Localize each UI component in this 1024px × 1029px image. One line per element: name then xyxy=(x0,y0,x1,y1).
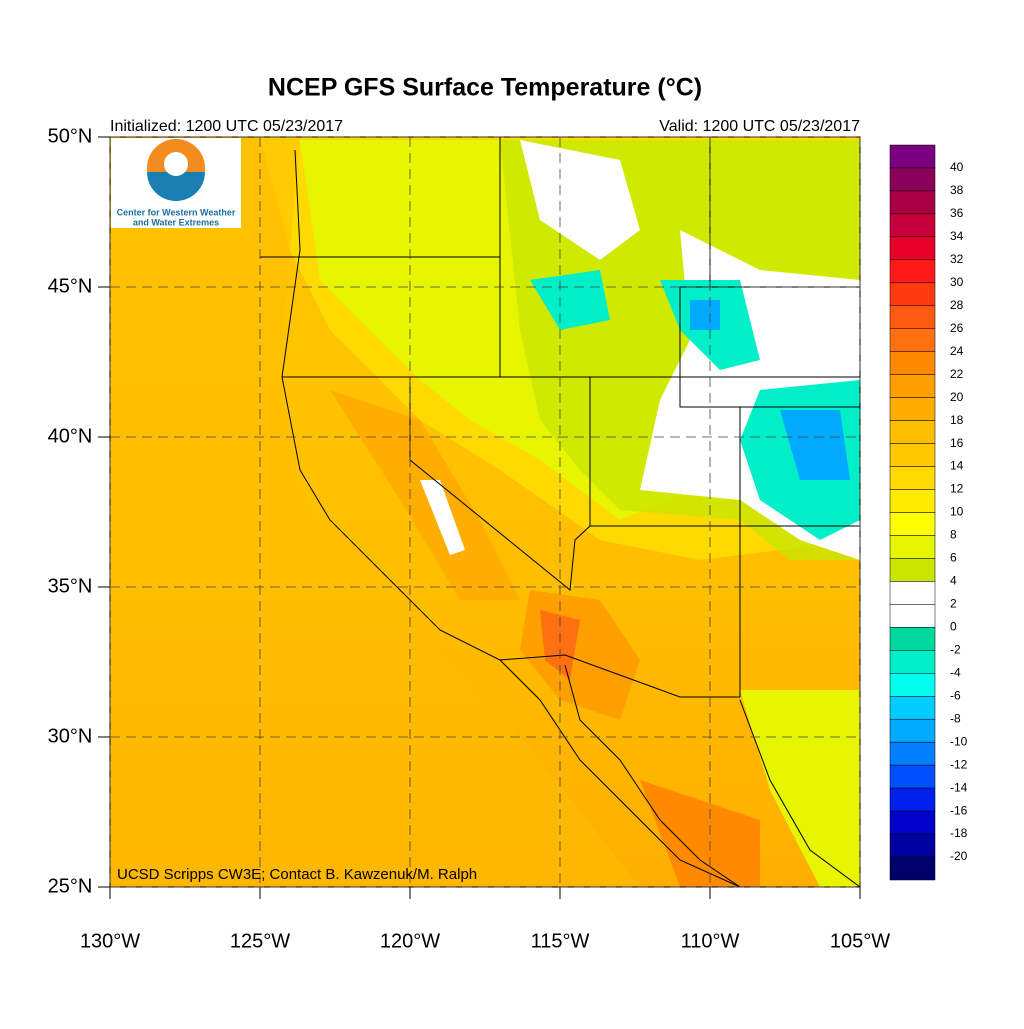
y-tick-label: 40°N xyxy=(48,425,93,447)
color-box xyxy=(889,856,936,881)
colorbar-label: 8 xyxy=(950,528,957,542)
colorbar-label: 12 xyxy=(950,482,964,496)
valid: Valid: 1200 UTC 05/23/2017 xyxy=(659,118,860,135)
color-box xyxy=(889,650,936,674)
color-box xyxy=(889,466,936,490)
x-tick-label: 130°W xyxy=(80,930,140,952)
title: NCEP GFS Surface Temperature (°C) xyxy=(268,74,702,102)
colorbar-label: -20 xyxy=(950,849,968,863)
colorbar-label: 20 xyxy=(950,390,964,404)
color-box xyxy=(889,351,936,375)
colorbar-label: -12 xyxy=(950,757,968,771)
credit: UCSD Scripps CW3E; Contact B. Kawzenuk/M… xyxy=(117,866,477,883)
x-tick-label: 115°W xyxy=(531,930,590,952)
graticule: 130°W 125°W 120°W 115°W 110°W 105°W 50°N 45°N 40… xyxy=(48,125,891,952)
colorbar-label: 6 xyxy=(950,551,957,565)
color-box xyxy=(889,282,936,307)
color-box xyxy=(889,581,936,605)
logo-text: and Water Extremes xyxy=(133,217,219,227)
color-box xyxy=(889,833,936,858)
colorbar-label: 32 xyxy=(950,252,964,266)
color-box xyxy=(889,236,936,261)
colorbar-label: -2 xyxy=(950,642,961,656)
color-box xyxy=(889,673,936,697)
color-box xyxy=(889,535,936,559)
y-tick-label: 35°N xyxy=(48,575,93,597)
color-box xyxy=(889,374,936,398)
y-tick-label: 25°N xyxy=(48,875,93,897)
color-box xyxy=(889,420,936,444)
color-box xyxy=(889,328,936,352)
color-box xyxy=(889,741,936,766)
x-tick-label: 105°W xyxy=(830,930,890,952)
color-box xyxy=(889,764,936,789)
colorbar-label: -6 xyxy=(950,688,961,702)
colorbar-label: 14 xyxy=(950,459,964,473)
color-box xyxy=(889,696,936,720)
colorbar-label: 26 xyxy=(950,321,964,335)
colorbar-label: 0 xyxy=(950,620,957,634)
color-box xyxy=(889,604,936,628)
colorbar-label: -8 xyxy=(950,711,961,725)
colorbar-label: 22 xyxy=(950,367,964,381)
color-box xyxy=(889,397,936,421)
colorbar-label: 2 xyxy=(950,597,957,611)
y-tick-label: 50°N xyxy=(48,125,93,147)
colorbar-label: -18 xyxy=(950,826,968,840)
color-box xyxy=(889,512,936,536)
color-box xyxy=(889,443,936,467)
colorbar-label: 34 xyxy=(950,229,964,243)
boundaries xyxy=(260,137,860,887)
color-box xyxy=(889,213,936,238)
x-tick-label: 110°W xyxy=(681,930,740,952)
y-tick-label: 45°N xyxy=(48,275,93,297)
color-box xyxy=(889,144,936,169)
colorbar-label: 24 xyxy=(950,344,964,358)
colorbar-label: -16 xyxy=(950,803,968,817)
colorbar-label: -10 xyxy=(950,734,968,748)
color-box xyxy=(889,810,936,835)
colorbar-label: 36 xyxy=(950,206,964,220)
colorbar-label: -14 xyxy=(950,780,968,794)
colorbar-label: 30 xyxy=(950,275,964,289)
logo-text: Center for Western Weather xyxy=(117,207,236,217)
color-box xyxy=(889,558,936,582)
colorbar-label: 16 xyxy=(950,436,964,450)
initialized: Initialized: 1200 UTC 05/23/2017 xyxy=(110,118,343,135)
colorbar-label: 10 xyxy=(950,505,964,519)
colorbar-label: 40 xyxy=(950,160,964,174)
color-box xyxy=(889,259,936,284)
color-box xyxy=(889,305,936,329)
colorbar: 4038363432302826242220181614121086420-2-… xyxy=(889,144,968,881)
y-tick-label: 30°N xyxy=(48,725,93,747)
color-box xyxy=(889,489,936,513)
colorbar-label: 38 xyxy=(950,183,964,197)
color-box xyxy=(889,627,936,651)
logo: Center for Western Weather and Water Ext… xyxy=(111,138,241,228)
colorbar-label: 4 xyxy=(950,574,957,588)
colorbar-label: 18 xyxy=(950,413,964,427)
color-box xyxy=(889,718,936,743)
colorbar-label: 28 xyxy=(950,298,964,312)
x-tick-label: 120°W xyxy=(380,930,440,952)
color-box xyxy=(889,787,936,812)
x-tick-label: 125°W xyxy=(230,930,290,952)
color-box xyxy=(889,190,936,215)
colorbar-label: -4 xyxy=(950,665,961,679)
color-box xyxy=(889,167,936,192)
temperature-field xyxy=(110,137,860,887)
